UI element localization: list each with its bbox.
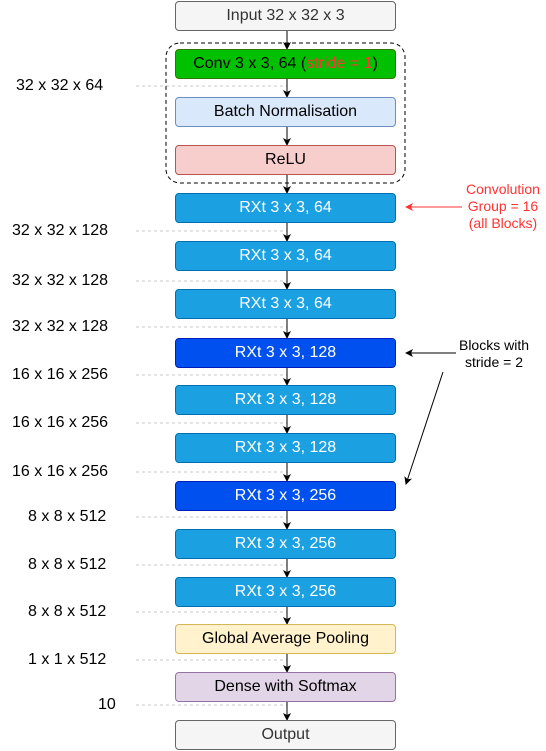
- block-label: RXt 3 x 3, 128: [234, 344, 337, 361]
- block-12: RXt 3 x 3, 256: [175, 577, 396, 607]
- block-9: RXt 3 x 3, 128: [175, 433, 396, 463]
- block-label: Global Average Pooling: [202, 630, 369, 647]
- dimension-label: 1 x 1 x 512: [28, 651, 107, 668]
- dimension-label: 32 x 32 x 128: [12, 318, 109, 335]
- dimension-label: 16 x 16 x 256: [12, 463, 109, 480]
- block-5: RXt 3 x 3, 64: [175, 241, 396, 271]
- block-label: Input 32 x 32 x 3: [226, 7, 345, 24]
- block-label-suffix: ): [372, 55, 378, 72]
- group-note-line-2: Group = 16: [467, 198, 539, 214]
- dimension-label: 10: [98, 696, 116, 713]
- block-label: Conv 3 x 3, 64 (: [193, 55, 307, 72]
- block-6: RXt 3 x 3, 64: [175, 289, 396, 319]
- group-note-line-1: Convolution: [466, 181, 540, 197]
- block-label: Batch Normalisation: [213, 103, 358, 120]
- dimension-label: 16 x 16 x 256: [12, 366, 109, 383]
- group-note-line-3: (all Blocks): [468, 215, 538, 231]
- block-11: RXt 3 x 3, 256: [175, 529, 396, 559]
- block-label: RXt 3 x 3, 256: [234, 535, 337, 552]
- dimension-label: 32 x 32 x 128: [12, 272, 109, 289]
- dimension-label: 32 x 32 x 64: [16, 77, 104, 94]
- block-label: Output: [261, 726, 310, 743]
- block-7: RXt 3 x 3, 128: [175, 338, 396, 368]
- block-1: Conv 3 x 3, 64 (stride = 1): [175, 49, 396, 79]
- block-2: Batch Normalisation: [175, 97, 396, 127]
- stride-note: Blocks with stride = 2: [450, 337, 538, 371]
- block-8: RXt 3 x 3, 128: [175, 385, 396, 415]
- block-14: Dense with Softmax: [175, 672, 396, 702]
- block-label: RXt 3 x 3, 64: [239, 199, 332, 216]
- dimension-label: 16 x 16 x 256: [12, 414, 109, 431]
- block-label: ReLU: [265, 151, 306, 168]
- stride-note-line-2: stride = 2: [465, 354, 523, 370]
- block-label: RXt 3 x 3, 128: [234, 391, 337, 408]
- block-15: Output: [175, 720, 396, 750]
- dimension-label: 32 x 32 x 128: [12, 222, 109, 239]
- block-label: RXt 3 x 3, 64: [239, 295, 332, 312]
- stride-note-arrow-2: [404, 371, 444, 485]
- stride-note-line-1: Blocks with: [458, 337, 530, 353]
- block-stride-text: stride = 1: [306, 55, 373, 72]
- block-label: RXt 3 x 3, 64: [239, 247, 332, 264]
- block-label: Dense with Softmax: [214, 678, 357, 695]
- block-0: Input 32 x 32 x 3: [175, 1, 396, 31]
- block-3: ReLU: [175, 145, 396, 175]
- block-label: RXt 3 x 3, 256: [234, 583, 337, 600]
- block-label: RXt 3 x 3, 128: [234, 439, 337, 456]
- block-label: RXt 3 x 3, 256: [234, 487, 337, 504]
- dimension-leader-lines: [136, 85, 287, 706]
- dimension-label: 8 x 8 x 512: [28, 603, 107, 620]
- dimension-label: 8 x 8 x 512: [28, 556, 107, 573]
- block-10: RXt 3 x 3, 256: [175, 481, 396, 511]
- group-note: Convolution Group = 16 (all Blocks): [458, 181, 546, 232]
- block-13: Global Average Pooling: [175, 624, 396, 654]
- block-4: RXt 3 x 3, 64: [175, 193, 396, 223]
- dimension-label: 8 x 8 x 512: [28, 508, 107, 525]
